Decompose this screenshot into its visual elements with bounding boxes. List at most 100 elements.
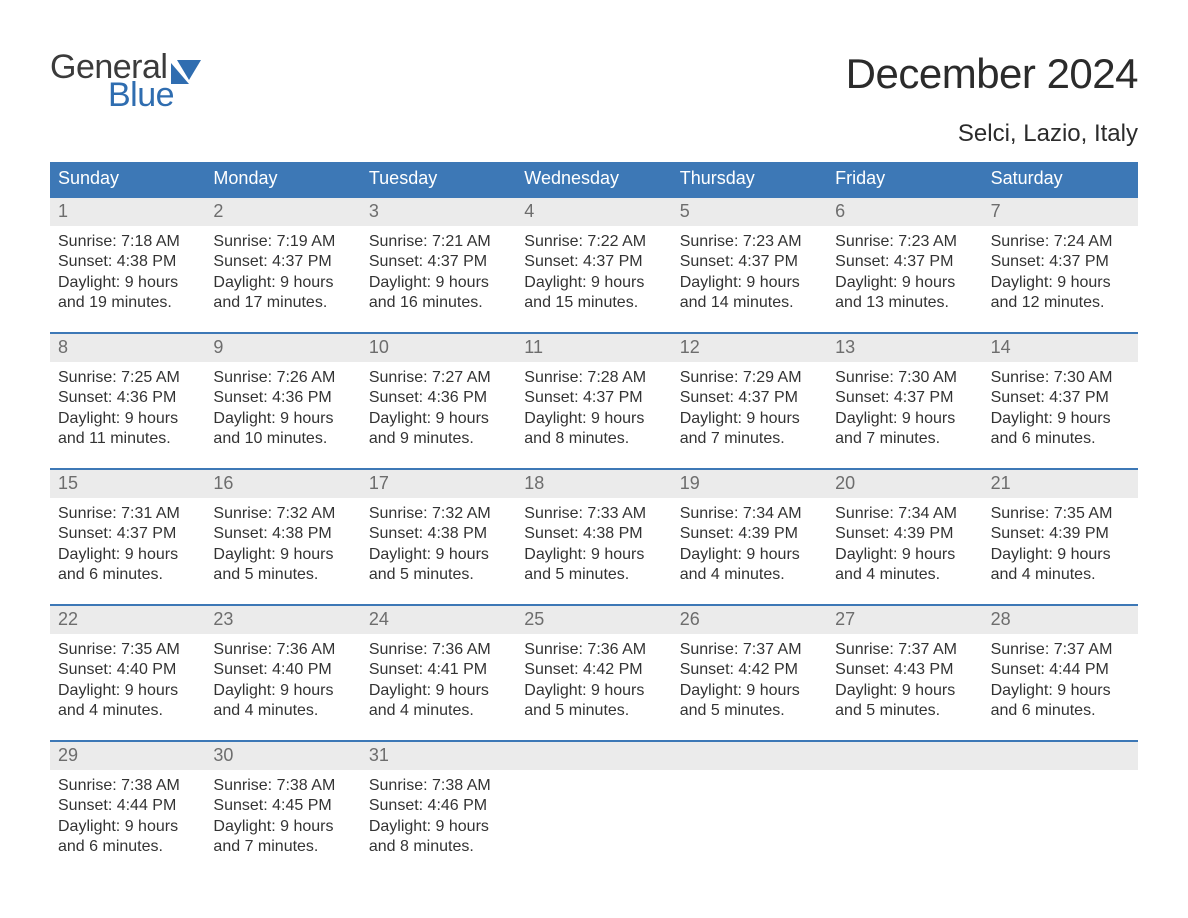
day-cell: Sunrise: 7:34 AMSunset: 4:39 PMDaylight:…: [672, 498, 827, 604]
sunrise-text: Sunrise: 7:30 AM: [991, 368, 1130, 388]
daynum-row: 1234567: [50, 198, 1138, 226]
day-cell: Sunrise: 7:28 AMSunset: 4:37 PMDaylight:…: [516, 362, 671, 468]
sunset-text: Sunset: 4:45 PM: [213, 796, 352, 816]
daylight-line2: and 7 minutes.: [680, 429, 819, 449]
daylight-line2: and 6 minutes.: [991, 429, 1130, 449]
sunrise-text: Sunrise: 7:27 AM: [369, 368, 508, 388]
sunset-text: Sunset: 4:37 PM: [835, 252, 974, 272]
daylight-line1: Daylight: 9 hours: [58, 681, 197, 701]
day-cell: Sunrise: 7:22 AMSunset: 4:37 PMDaylight:…: [516, 226, 671, 332]
daylight-line1: Daylight: 9 hours: [369, 545, 508, 565]
daynum-row: 891011121314: [50, 334, 1138, 362]
daylight-line1: Daylight: 9 hours: [369, 681, 508, 701]
sunset-text: Sunset: 4:39 PM: [991, 524, 1130, 544]
dayname: Tuesday: [361, 162, 516, 196]
sunrise-text: Sunrise: 7:23 AM: [835, 232, 974, 252]
daylight-line2: and 4 minutes.: [58, 701, 197, 721]
sunrise-text: Sunrise: 7:22 AM: [524, 232, 663, 252]
daylight-line1: Daylight: 9 hours: [835, 273, 974, 293]
sunset-text: Sunset: 4:38 PM: [369, 524, 508, 544]
daycontent-row: Sunrise: 7:31 AMSunset: 4:37 PMDaylight:…: [50, 498, 1138, 604]
dayname: Friday: [827, 162, 982, 196]
sunset-text: Sunset: 4:44 PM: [58, 796, 197, 816]
dayname: Wednesday: [516, 162, 671, 196]
daynum-row: 15161718192021: [50, 470, 1138, 498]
daylight-line1: Daylight: 9 hours: [835, 409, 974, 429]
day-number: 8: [50, 334, 205, 362]
month-title: December 2024: [846, 50, 1138, 98]
sunset-text: Sunset: 4:37 PM: [58, 524, 197, 544]
sunrise-text: Sunrise: 7:19 AM: [213, 232, 352, 252]
daylight-line1: Daylight: 9 hours: [680, 545, 819, 565]
day-number: [983, 742, 1138, 770]
sunrise-text: Sunrise: 7:37 AM: [835, 640, 974, 660]
daylight-line2: and 6 minutes.: [58, 837, 197, 857]
day-cell: Sunrise: 7:36 AMSunset: 4:41 PMDaylight:…: [361, 634, 516, 740]
day-number: 4: [516, 198, 671, 226]
day-cell: Sunrise: 7:30 AMSunset: 4:37 PMDaylight:…: [827, 362, 982, 468]
day-cell: [672, 770, 827, 876]
daylight-line1: Daylight: 9 hours: [369, 273, 508, 293]
daylight-line2: and 19 minutes.: [58, 293, 197, 313]
sunset-text: Sunset: 4:38 PM: [58, 252, 197, 272]
daylight-line2: and 7 minutes.: [835, 429, 974, 449]
sunset-text: Sunset: 4:37 PM: [369, 252, 508, 272]
day-number: 24: [361, 606, 516, 634]
day-number: 12: [672, 334, 827, 362]
daylight-line1: Daylight: 9 hours: [369, 409, 508, 429]
day-number: 6: [827, 198, 982, 226]
daylight-line2: and 4 minutes.: [680, 565, 819, 585]
day-number: 15: [50, 470, 205, 498]
daylight-line1: Daylight: 9 hours: [991, 409, 1130, 429]
week: 22232425262728Sunrise: 7:35 AMSunset: 4:…: [50, 604, 1138, 740]
sunset-text: Sunset: 4:37 PM: [524, 388, 663, 408]
day-number: 13: [827, 334, 982, 362]
week: 293031Sunrise: 7:38 AMSunset: 4:44 PMDay…: [50, 740, 1138, 876]
day-number: 11: [516, 334, 671, 362]
sunrise-text: Sunrise: 7:36 AM: [524, 640, 663, 660]
daylight-line1: Daylight: 9 hours: [213, 273, 352, 293]
day-cell: Sunrise: 7:38 AMSunset: 4:44 PMDaylight:…: [50, 770, 205, 876]
daylight-line2: and 5 minutes.: [835, 701, 974, 721]
day-cell: Sunrise: 7:31 AMSunset: 4:37 PMDaylight:…: [50, 498, 205, 604]
day-number: 14: [983, 334, 1138, 362]
daylight-line2: and 13 minutes.: [835, 293, 974, 313]
sunset-text: Sunset: 4:38 PM: [524, 524, 663, 544]
daylight-line1: Daylight: 9 hours: [680, 409, 819, 429]
sunrise-text: Sunrise: 7:30 AM: [835, 368, 974, 388]
day-cell: Sunrise: 7:26 AMSunset: 4:36 PMDaylight:…: [205, 362, 360, 468]
daycontent-row: Sunrise: 7:35 AMSunset: 4:40 PMDaylight:…: [50, 634, 1138, 740]
day-cell: Sunrise: 7:36 AMSunset: 4:42 PMDaylight:…: [516, 634, 671, 740]
day-cell: Sunrise: 7:37 AMSunset: 4:44 PMDaylight:…: [983, 634, 1138, 740]
dayname: Sunday: [50, 162, 205, 196]
daylight-line2: and 5 minutes.: [680, 701, 819, 721]
sunrise-text: Sunrise: 7:35 AM: [991, 504, 1130, 524]
day-cell: [983, 770, 1138, 876]
day-number: [827, 742, 982, 770]
daylight-line1: Daylight: 9 hours: [213, 545, 352, 565]
sunrise-text: Sunrise: 7:37 AM: [991, 640, 1130, 660]
daylight-line1: Daylight: 9 hours: [524, 545, 663, 565]
sunrise-text: Sunrise: 7:32 AM: [213, 504, 352, 524]
day-number: 22: [50, 606, 205, 634]
day-number: 28: [983, 606, 1138, 634]
day-number: [516, 742, 671, 770]
calendar: SundayMondayTuesdayWednesdayThursdayFrid…: [50, 162, 1138, 876]
daycontent-row: Sunrise: 7:25 AMSunset: 4:36 PMDaylight:…: [50, 362, 1138, 468]
daylight-line1: Daylight: 9 hours: [58, 409, 197, 429]
sunrise-text: Sunrise: 7:28 AM: [524, 368, 663, 388]
sunset-text: Sunset: 4:40 PM: [213, 660, 352, 680]
day-cell: Sunrise: 7:32 AMSunset: 4:38 PMDaylight:…: [205, 498, 360, 604]
day-cell: Sunrise: 7:35 AMSunset: 4:39 PMDaylight:…: [983, 498, 1138, 604]
sunrise-text: Sunrise: 7:24 AM: [991, 232, 1130, 252]
day-number: 1: [50, 198, 205, 226]
sunrise-text: Sunrise: 7:38 AM: [213, 776, 352, 796]
daylight-line2: and 4 minutes.: [369, 701, 508, 721]
header-row: General Blue December 2024 Selci, Lazio,…: [50, 50, 1138, 148]
daylight-line1: Daylight: 9 hours: [991, 681, 1130, 701]
sunset-text: Sunset: 4:44 PM: [991, 660, 1130, 680]
sunset-text: Sunset: 4:37 PM: [524, 252, 663, 272]
sunset-text: Sunset: 4:37 PM: [991, 388, 1130, 408]
sunrise-text: Sunrise: 7:29 AM: [680, 368, 819, 388]
daylight-line1: Daylight: 9 hours: [58, 545, 197, 565]
